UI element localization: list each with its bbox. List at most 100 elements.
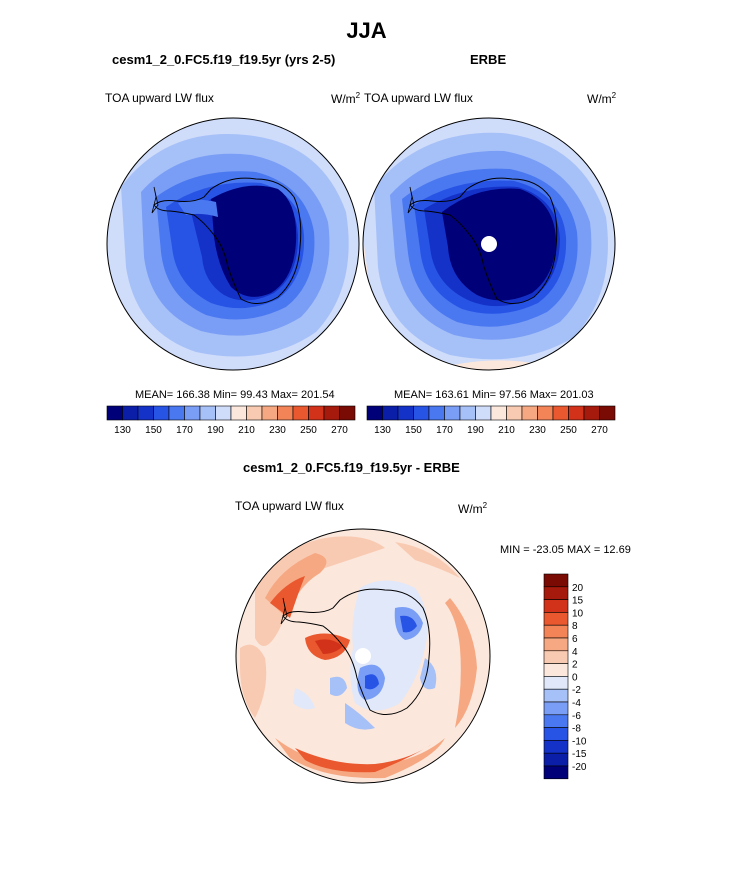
panel-2-colorbar-tick-label: 190 bbox=[467, 425, 484, 436]
panel-1-colorbar-tick-label: 130 bbox=[114, 425, 131, 436]
panel-2-colorbar-box-1 bbox=[382, 405, 399, 421]
panel-1-colorbar: 130 150 170 190 210 230 250 270 bbox=[106, 405, 356, 436]
panel-1-colorbar-box-11 bbox=[277, 405, 294, 421]
panel-2-colorbar-box-13 bbox=[568, 405, 585, 421]
panel-1-colorbar-box-6 bbox=[199, 405, 216, 421]
panel-1-colorbar-tick-label: 230 bbox=[269, 425, 286, 436]
panel-2-units: W/m2 bbox=[587, 91, 616, 106]
panel-2-colorbar-tick-label: 170 bbox=[436, 425, 453, 436]
panel-2-colorbar-box-7 bbox=[475, 405, 492, 421]
panel-3-colorbar-tick-label: 20 bbox=[572, 583, 584, 594]
panel-1-colorbar-box-2 bbox=[137, 405, 154, 421]
panel-3-colorbar-tick-label: 4 bbox=[572, 647, 578, 658]
panel-2-colorbar-box-6 bbox=[459, 405, 476, 421]
panel-3-colorbar-tick-label: 15 bbox=[572, 596, 584, 607]
panel-2-stats: MEAN= 163.61 Min= 97.56 Max= 201.03 bbox=[394, 389, 594, 401]
panel-3-colorbar-tick-label: 8 bbox=[572, 621, 578, 632]
panel-2-units-text: W/m bbox=[587, 92, 612, 106]
panel-3-colorbar-tick-label: 0 bbox=[572, 672, 578, 683]
panel-3-map bbox=[235, 528, 491, 784]
panel-1-colorbar-box-12 bbox=[292, 405, 309, 421]
panel-2-map bbox=[362, 117, 616, 371]
panel-3-case-title: cesm1_2_0.FC5.f19_f19.5yr - ERBE bbox=[243, 460, 460, 475]
panel-3-colorbar-box-7 bbox=[543, 663, 569, 677]
panel-2-colorbar-box-8 bbox=[490, 405, 507, 421]
panel-3-colorbar-box-3 bbox=[543, 612, 569, 626]
panel-3-colorbar-box-14 bbox=[543, 752, 569, 767]
panel-1-colorbar-box-1 bbox=[122, 405, 139, 421]
panel-2-colorbar: 130 150 170 190 210 230 250 270 bbox=[366, 405, 616, 436]
panel-1-colorbar-box-13 bbox=[308, 405, 325, 421]
panel-3-units-text: W/m bbox=[458, 502, 483, 516]
panel-3-colorbar-box-13 bbox=[543, 740, 569, 754]
panel-3-colorbar-tick-label: -6 bbox=[572, 711, 581, 722]
panel-1-colorbar-tick-label: 150 bbox=[145, 425, 162, 436]
panel-3-colorbar-tick-label: -2 bbox=[572, 685, 581, 696]
panel-3-colorbar-tick-label: -4 bbox=[572, 698, 581, 709]
panel-2-colorbar-tick-label: 150 bbox=[405, 425, 422, 436]
panel-3-colorbar-tick-label: -10 bbox=[572, 736, 587, 747]
panel-1-units-power: 2 bbox=[355, 91, 361, 100]
panel-1-colorbar-box-0 bbox=[106, 405, 123, 421]
panel-3-colorbar-box-9 bbox=[543, 688, 569, 703]
panel-3-colorbar-tick-label: 2 bbox=[572, 660, 578, 671]
panel-1-colorbar-box-4 bbox=[168, 405, 185, 421]
panel-2-colorbar-tick-label: 250 bbox=[560, 425, 577, 436]
panel-1-colorbar-box-15 bbox=[339, 405, 356, 421]
panel-3-units-power: 2 bbox=[482, 501, 488, 510]
panel-2-units-power: 2 bbox=[611, 91, 617, 100]
panel-2-colorbar-box-11 bbox=[537, 405, 554, 421]
panel-2-colorbar-box-3 bbox=[413, 405, 430, 421]
panel-3-colorbar-box-11 bbox=[543, 714, 569, 728]
panel-3-colorbar-box-4 bbox=[543, 624, 569, 639]
panel-1-colorbar-tick-label: 270 bbox=[331, 425, 348, 436]
panel-2-colorbar-tick-label: 230 bbox=[529, 425, 546, 436]
panel-1-case-title: cesm1_2_0.FC5.f19_f19.5yr (yrs 2-5) bbox=[112, 52, 336, 67]
panel-3-colorbar-box-6 bbox=[543, 650, 569, 664]
panel-3-units: W/m2 bbox=[458, 501, 487, 516]
panel-3-colorbar-box-0 bbox=[543, 573, 569, 588]
panel-1-variable-label: TOA upward LW flux bbox=[105, 91, 214, 105]
panel-2-colorbar-box-5 bbox=[444, 405, 461, 421]
panel-2-colorbar-box-10 bbox=[521, 405, 538, 421]
panel-3-colorbar-tick-label: -8 bbox=[572, 724, 581, 735]
panel-1-colorbar-box-7 bbox=[215, 405, 232, 421]
panel-3-colorbar-tick-label: 6 bbox=[572, 634, 578, 645]
panel-2-colorbar-tick-label: 210 bbox=[498, 425, 515, 436]
panel-1-units-text: W/m bbox=[331, 92, 356, 106]
panel-1-colorbar-box-14 bbox=[323, 405, 340, 421]
panel-1-stats: MEAN= 166.38 Min= 99.43 Max= 201.54 bbox=[135, 389, 335, 401]
panel-1-colorbar-tick-label: 190 bbox=[207, 425, 224, 436]
panel-1-colorbar-tick-label: 170 bbox=[176, 425, 193, 436]
panel-3-variable-label: TOA upward LW flux bbox=[235, 499, 344, 513]
panel-2-colorbar-box-12 bbox=[552, 405, 569, 421]
panel-3-colorbar-box-10 bbox=[543, 701, 569, 716]
panel-3-colorbar-box-2 bbox=[543, 599, 569, 613]
panel-1-colorbar-box-10 bbox=[261, 405, 278, 421]
panel-1-colorbar-tick-label: 210 bbox=[238, 425, 255, 436]
panel-2-colorbar-box-9 bbox=[506, 405, 523, 421]
panel-2-colorbar-box-2 bbox=[397, 405, 414, 421]
panel-2-colorbar-box-4 bbox=[428, 405, 445, 421]
panel-2-colorbar-box-0 bbox=[366, 405, 383, 421]
panel-2-colorbar-box-14 bbox=[583, 405, 600, 421]
panel-2-variable-label: TOA upward LW flux bbox=[364, 91, 473, 105]
panel-1-map bbox=[106, 117, 360, 371]
panel-3-colorbar-box-8 bbox=[543, 676, 569, 690]
panel-1-colorbar-box-5 bbox=[184, 405, 201, 421]
panel-3-colorbar-tick-label: -20 bbox=[572, 762, 587, 773]
panel-1-colorbar-box-3 bbox=[153, 405, 170, 421]
panel-3-stats: MIN = -23.05 MAX = 12.69 bbox=[500, 544, 631, 556]
panel-2-colorbar-tick-label: 130 bbox=[374, 425, 391, 436]
season-title: JJA bbox=[346, 18, 387, 43]
panel-3-colorbar-box-5 bbox=[543, 637, 569, 652]
panel-3-colorbar-box-1 bbox=[543, 586, 569, 600]
panel-1-colorbar-tick-label: 250 bbox=[300, 425, 317, 436]
panel-3-colorbar-tick-label: 10 bbox=[572, 608, 584, 619]
panel-3-colorbar-box-15 bbox=[543, 765, 569, 780]
panel-2-colorbar-box-15 bbox=[599, 405, 616, 421]
panel-3-colorbar-box-12 bbox=[543, 727, 569, 741]
panel-3-colorbar-tick-label: -15 bbox=[572, 749, 587, 760]
panel-1-colorbar-box-9 bbox=[246, 405, 263, 421]
